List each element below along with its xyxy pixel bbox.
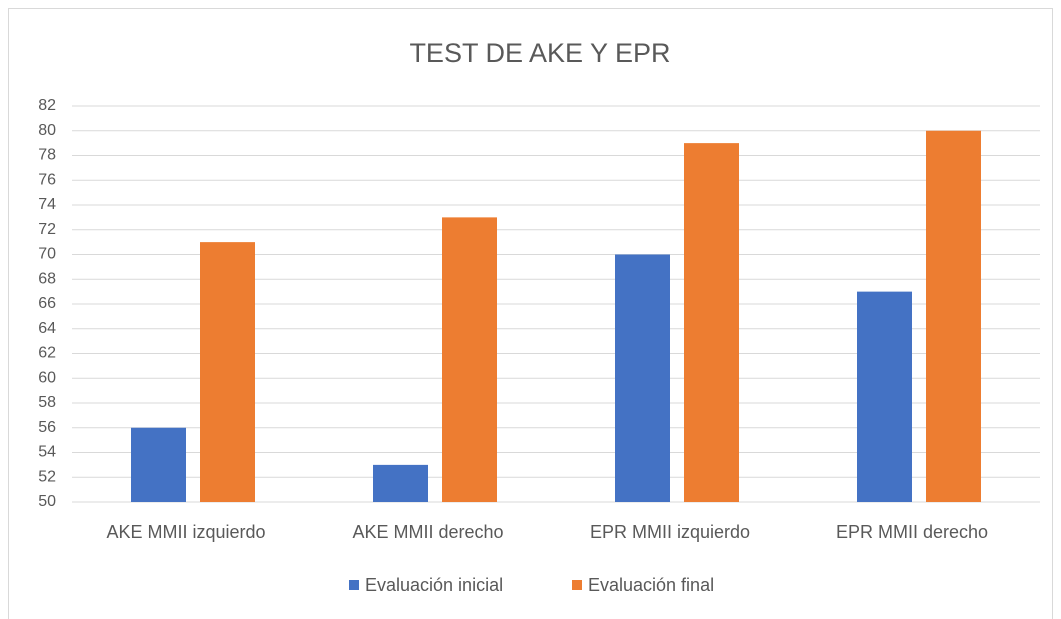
bar bbox=[926, 130, 981, 502]
y-tick-label: 76 bbox=[38, 171, 56, 188]
bar bbox=[684, 143, 739, 502]
x-tick-label: EPR MMII izquierdo bbox=[590, 522, 750, 542]
y-tick-label: 60 bbox=[38, 369, 56, 386]
y-tick-label: 80 bbox=[38, 122, 56, 139]
chart-title: TEST DE AKE Y EPR bbox=[409, 38, 670, 68]
y-tick-label: 70 bbox=[38, 246, 56, 263]
legend-label: Evaluación inicial bbox=[365, 575, 503, 595]
bar bbox=[857, 291, 912, 502]
legend-label: Evaluación final bbox=[588, 575, 714, 595]
y-tick-label: 78 bbox=[38, 147, 56, 164]
y-tick-label: 64 bbox=[38, 320, 56, 337]
y-tick-label: 58 bbox=[38, 394, 56, 411]
legend-swatch bbox=[572, 580, 582, 590]
bar bbox=[373, 464, 428, 502]
x-tick-label: AKE MMII derecho bbox=[352, 522, 503, 542]
y-tick-label: 74 bbox=[38, 196, 56, 213]
legend-swatch bbox=[349, 580, 359, 590]
bar bbox=[200, 242, 255, 502]
x-tick-label: AKE MMII izquierdo bbox=[106, 522, 265, 542]
bar bbox=[442, 217, 497, 502]
y-tick-label: 66 bbox=[38, 295, 56, 312]
y-tick-label: 72 bbox=[38, 221, 56, 238]
y-tick-label: 82 bbox=[38, 97, 56, 114]
y-tick-label: 50 bbox=[38, 493, 56, 510]
y-tick-label: 68 bbox=[38, 270, 56, 287]
bar bbox=[131, 427, 186, 502]
y-tick-label: 62 bbox=[38, 345, 56, 362]
y-tick-label: 56 bbox=[38, 419, 56, 436]
bar bbox=[615, 254, 670, 502]
y-tick-label: 52 bbox=[38, 468, 56, 485]
x-tick-label: EPR MMII derecho bbox=[836, 522, 988, 542]
y-tick-label: 54 bbox=[38, 444, 56, 461]
